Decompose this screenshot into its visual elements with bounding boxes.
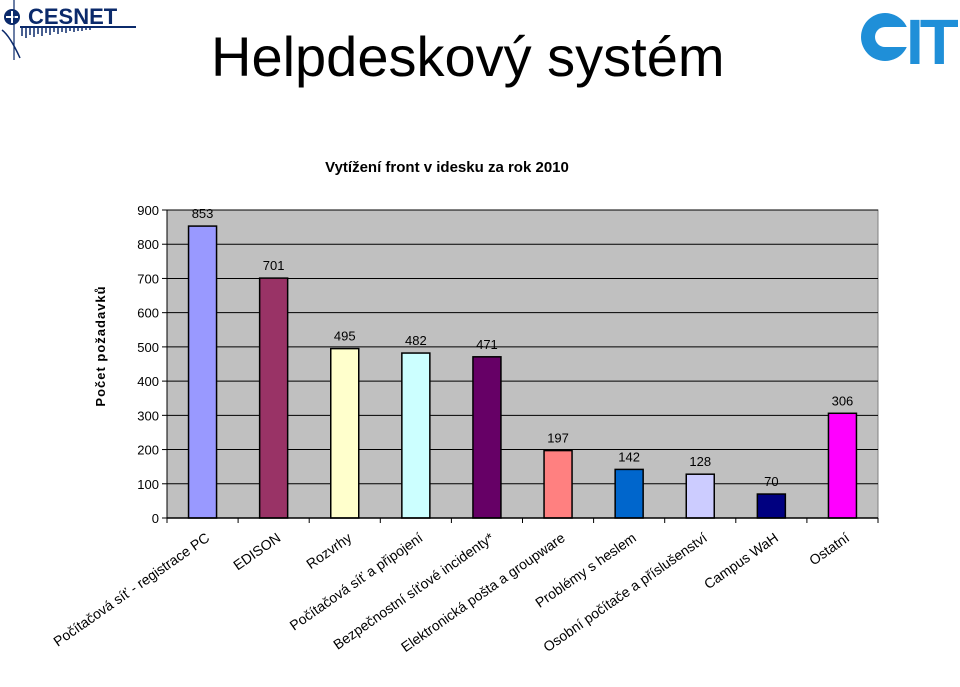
y-axis: 0 100 200 300 400 500 600 700 800 900: [137, 203, 168, 526]
x-tick-label: Počítačová síť a připojení: [287, 529, 426, 633]
x-tick-label: EDISON: [230, 529, 283, 573]
data-label: 701: [263, 258, 285, 273]
y-tick-label: 500: [137, 340, 159, 355]
data-label: 197: [547, 431, 569, 446]
data-label: 495: [334, 329, 356, 344]
bars: 853 701 495 482 471 197 142 128 70 306: [187, 206, 858, 519]
cit-logo: IT: [861, 6, 958, 70]
y-tick-label: 400: [137, 374, 159, 389]
bar: [401, 352, 431, 519]
x-axis: Počítačová síť - registrace PC EDISON Rozv…: [50, 517, 879, 655]
cit-logo-icon: [861, 13, 911, 61]
cesnet-logo: CESNET: [1, 0, 136, 60]
cit-logo-text: IT: [906, 6, 958, 70]
bar: [258, 277, 289, 519]
cesnet-logo-text: CESNET: [28, 4, 118, 29]
data-label: 471: [476, 337, 498, 352]
cesnet-logo-icon: [1, 0, 136, 60]
bar: [330, 347, 360, 519]
x-tick-label: Campus WaH: [701, 529, 781, 592]
y-tick-label: 200: [137, 443, 159, 458]
page-title: Helpdeskový systém: [211, 25, 725, 88]
x-tick-label: Ostatní: [806, 529, 852, 568]
chart-title: Vytížení front v idesku za rok 2010: [325, 159, 569, 176]
bar: [685, 473, 715, 519]
data-label: 853: [192, 206, 214, 221]
y-axis-label: Počet požadavků: [93, 285, 108, 406]
bar: [472, 356, 502, 519]
data-label: 128: [689, 454, 711, 469]
bar: [756, 493, 787, 519]
y-tick-label: 100: [137, 477, 159, 492]
bar: [187, 225, 218, 519]
y-tick-label: 0: [152, 511, 159, 526]
data-label: 482: [405, 333, 427, 348]
x-tick-label: Počítačová síť - registrace PC: [50, 529, 212, 649]
data-label: 70: [764, 474, 778, 489]
data-label: 142: [618, 449, 640, 464]
y-tick-label: 700: [137, 271, 159, 286]
y-tick-label: 600: [137, 306, 159, 321]
y-tick-label: 800: [137, 237, 159, 252]
bar: [614, 468, 644, 519]
bar: [543, 449, 573, 519]
data-label: 306: [832, 393, 854, 408]
bar: [827, 412, 858, 519]
y-tick-label: 300: [137, 408, 159, 423]
x-tick-label: Rozvrhy: [303, 529, 354, 572]
y-tick-label: 900: [137, 203, 159, 218]
